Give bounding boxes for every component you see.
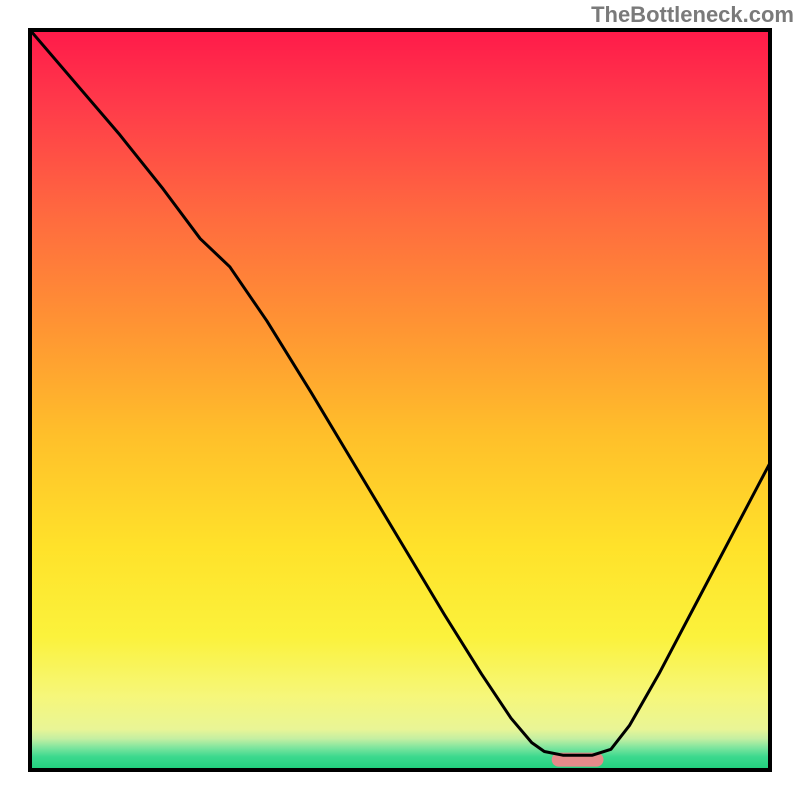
- chart-svg: [0, 0, 800, 800]
- gradient-background: [30, 30, 770, 770]
- chart-container: TheBottleneck.com: [0, 0, 800, 800]
- watermark-text: TheBottleneck.com: [591, 2, 794, 28]
